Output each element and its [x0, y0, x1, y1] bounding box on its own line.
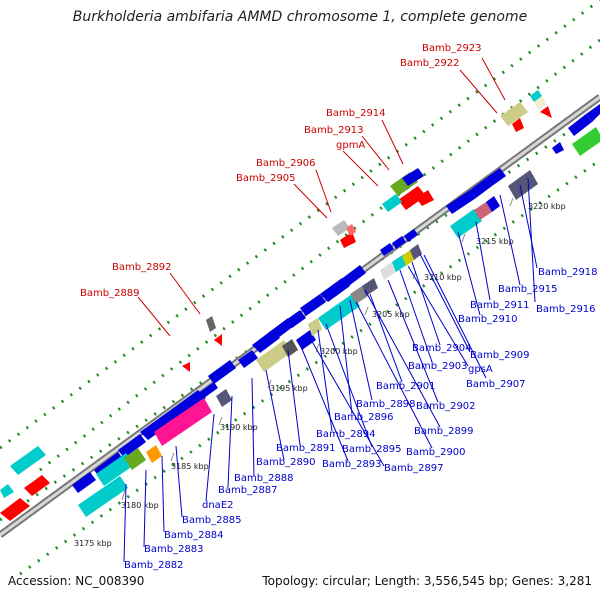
tick-label: 3190 kbp: [220, 423, 258, 432]
gene-label: Bamb_2905: [236, 173, 296, 184]
reverse-genes: [78, 127, 600, 517]
tick-label: 3180 kbp: [121, 501, 159, 510]
gene-label: Bamb_2909: [470, 350, 530, 361]
bottom-leader-lines: [123, 177, 538, 563]
gene-label: Bamb_2895: [342, 444, 402, 455]
tick-label: 3195 kbp: [270, 384, 308, 393]
gene-label: Bamb_2894: [316, 429, 376, 440]
gene-label: Bamb_2883: [144, 544, 204, 555]
accession-label: Accession: NC_008390: [8, 574, 145, 588]
tick-label: 3185 kbp: [171, 462, 209, 471]
gene-label: Bamb_2901: [376, 381, 436, 392]
tick-label: 3215 kbp: [476, 237, 514, 246]
tick-label: 3205 kbp: [372, 310, 410, 319]
bottom-labels: Bamb_2918 Bamb_2915 Bamb_2916 Bamb_2911 …: [124, 267, 598, 571]
gene-label: Bamb_2903: [408, 361, 468, 372]
gene-label: gpsA: [468, 364, 493, 375]
gene-label: Bamb_2915: [498, 284, 558, 295]
gene-label: Bamb_2888: [234, 473, 294, 484]
gene-label: Bamb_2882: [124, 560, 184, 571]
gene-label: Bamb_2922: [400, 58, 460, 69]
tick-label: 3175 kbp: [74, 539, 112, 548]
gene-label: Bamb_2887: [218, 485, 278, 496]
gene-label: Bamb_2911: [470, 300, 530, 311]
gene-label: Bamb_2885: [182, 515, 242, 526]
gene-label: Bamb_2923: [422, 43, 482, 54]
gene-label: Bamb_2893: [322, 459, 382, 470]
gene-label: Bamb_2899: [414, 426, 474, 437]
top-leader-lines: [137, 57, 506, 337]
gene-label: Bamb_2907: [466, 379, 526, 390]
gene-label: Bamb_2892: [112, 262, 172, 273]
gene-label: gpmA: [336, 140, 365, 151]
gene-label: Bamb_2902: [416, 401, 476, 412]
tick-label: 3220 kbp: [528, 202, 566, 211]
gene-label: dnaE2: [202, 500, 234, 511]
gene-label: Bamb_2897: [384, 463, 444, 474]
tick-label: 3210 kbp: [424, 273, 462, 282]
tick-label: 3200 kbp: [320, 347, 358, 356]
gene-label: Bamb_2910: [458, 314, 518, 325]
gene-label: Bamb_2916: [536, 304, 596, 315]
gene-label: Bamb_2890: [256, 457, 316, 468]
gene-label: Bamb_2889: [80, 288, 140, 299]
gene-label: Bamb_2891: [276, 443, 336, 454]
gene-label: Bamb_2900: [406, 447, 466, 458]
map-title: Burkholderia ambifaria AMMD chromosome 1…: [72, 9, 528, 25]
gene-label: Bamb_2904: [412, 343, 472, 354]
gene-label: Bamb_2918: [538, 267, 598, 278]
gene-label: Bamb_2898: [356, 399, 416, 410]
gene-label: Bamb_2896: [334, 412, 394, 423]
gene-label: Bamb_2913: [304, 125, 364, 136]
gene-label: Bamb_2884: [164, 530, 224, 541]
topology-summary: Topology: circular; Length: 3,556,545 bp…: [262, 574, 592, 588]
gene-label: Bamb_2914: [326, 108, 386, 119]
scale-tick-labels: 3175 kbp 3180 kbp 3185 kbp 3190 kbp 3195…: [74, 202, 566, 548]
top-labels: Bamb_2923 Bamb_2922 Bamb_2914 Bamb_2913 …: [80, 43, 482, 299]
gene-label: Bamb_2906: [256, 158, 316, 169]
forward-genes: [0, 90, 600, 521]
